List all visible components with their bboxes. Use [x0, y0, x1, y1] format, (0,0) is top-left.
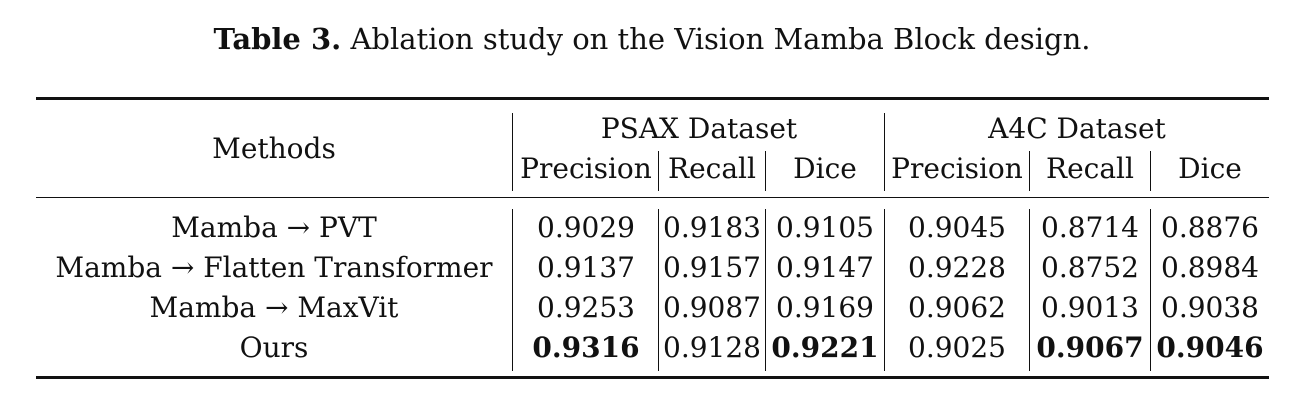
- table-caption-label: Table 3.: [213, 22, 342, 56]
- column-divider: [884, 113, 885, 191]
- column-divider: [765, 151, 766, 191]
- value-cell: 0.9105: [776, 211, 874, 244]
- method-cell: Ours: [239, 331, 309, 364]
- value-cell: 0.9253: [537, 291, 635, 324]
- column-divider: [1150, 209, 1151, 371]
- method-cell: Mamba → MaxVit: [149, 291, 399, 324]
- value-cell: 0.9038: [1161, 291, 1259, 324]
- value-cell: 0.9157: [663, 251, 761, 284]
- column-divider: [512, 113, 513, 191]
- value-cell: 0.9183: [663, 211, 761, 244]
- methods-header: Methods: [212, 132, 336, 165]
- column-divider: [765, 209, 766, 371]
- value-cell: 0.9046: [1156, 331, 1264, 364]
- method-cell: Mamba → Flatten Transformer: [55, 251, 493, 284]
- value-cell: 0.9062: [908, 291, 1006, 324]
- column-divider: [512, 209, 513, 371]
- value-cell: 0.9045: [908, 211, 1006, 244]
- column-divider: [1029, 151, 1030, 191]
- value-cell: 0.8714: [1041, 211, 1139, 244]
- metric-header-a4c-recall: Recall: [1046, 152, 1134, 185]
- value-cell: 0.9221: [771, 331, 879, 364]
- value-cell: 0.9316: [532, 331, 640, 364]
- value-cell: 0.9067: [1036, 331, 1144, 364]
- value-cell: 0.9147: [776, 251, 874, 284]
- column-divider: [884, 209, 885, 371]
- column-divider: [1150, 151, 1151, 191]
- value-cell: 0.8876: [1161, 211, 1259, 244]
- value-cell: 0.9228: [908, 251, 1006, 284]
- metric-header-a4c-dice: Dice: [1178, 152, 1242, 185]
- metric-header-psax-recall: Recall: [668, 152, 756, 185]
- column-divider: [658, 209, 659, 371]
- value-cell: 0.8984: [1161, 251, 1259, 284]
- table-caption-text: Ablation study on the Vision Mamba Block…: [341, 22, 1091, 56]
- table-caption: Table 3. Ablation study on the Vision Ma…: [0, 22, 1304, 56]
- value-cell: 0.8752: [1041, 251, 1139, 284]
- value-cell: 0.9128: [663, 331, 761, 364]
- value-cell: 0.9025: [908, 331, 1006, 364]
- value-cell: 0.9029: [537, 211, 635, 244]
- method-cell: Mamba → PVT: [171, 211, 377, 244]
- table-top-rule: [36, 97, 1269, 100]
- table-header-rule: [36, 197, 1269, 198]
- value-cell: 0.9169: [776, 291, 874, 324]
- value-cell: 0.9087: [663, 291, 761, 324]
- column-divider: [658, 151, 659, 191]
- group-header-psax: PSAX Dataset: [600, 112, 798, 145]
- value-cell: 0.9013: [1041, 291, 1139, 324]
- table-bottom-rule: [36, 376, 1269, 379]
- metric-header-psax-precision: Precision: [520, 152, 652, 185]
- metric-header-psax-dice: Dice: [793, 152, 857, 185]
- metric-header-a4c-precision: Precision: [891, 152, 1023, 185]
- column-divider: [1029, 209, 1030, 371]
- value-cell: 0.9137: [537, 251, 635, 284]
- group-header-a4c: A4C Dataset: [988, 112, 1166, 145]
